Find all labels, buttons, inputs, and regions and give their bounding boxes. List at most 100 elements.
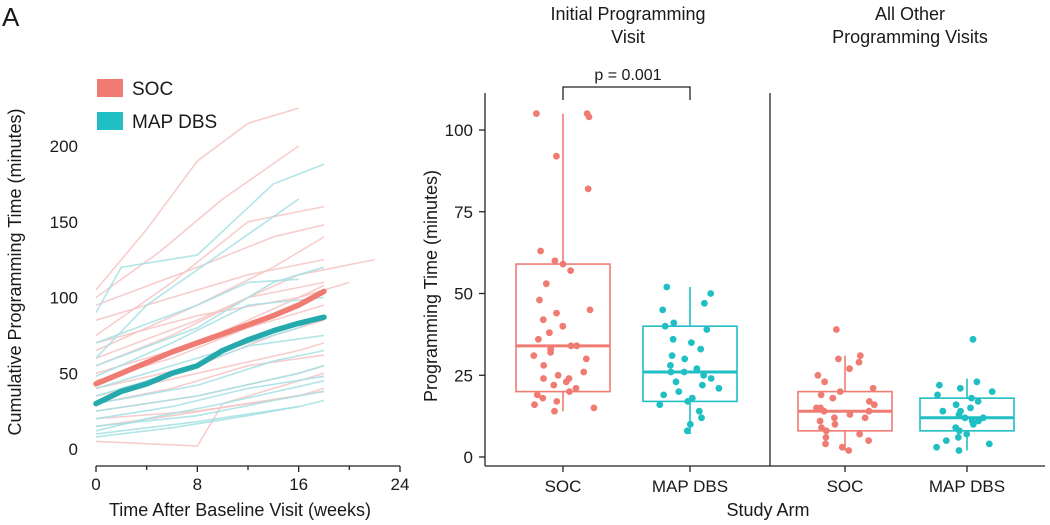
soc-mean-line: [93, 288, 327, 387]
data-point: [553, 309, 560, 317]
data-point: [939, 407, 947, 415]
data-point: [817, 404, 824, 412]
data-point: [975, 417, 982, 425]
panel-label: A: [2, 2, 20, 32]
line-chart-panel: Time After Baseline Visit (weeks) Cumula…: [5, 79, 409, 520]
data-point: [855, 358, 863, 366]
data-point: [845, 447, 853, 454]
legend-swatch-soc: [97, 79, 123, 97]
y-tick-label: 150: [50, 213, 78, 232]
x-tick-label: MAP DBS: [929, 477, 1005, 496]
significance-bracket: p = 0.001: [562, 67, 691, 100]
data-point: [667, 362, 674, 369]
data-point: [584, 185, 592, 193]
data-point: [680, 368, 688, 376]
data-point: [955, 411, 963, 418]
data-point: [846, 411, 854, 418]
data-point: [831, 414, 838, 422]
data-point: [816, 417, 824, 425]
facet-title-initial-line1: Initial Programming: [550, 4, 705, 24]
data-point: [954, 434, 962, 441]
data-point: [542, 280, 550, 288]
data-point: [550, 381, 558, 389]
data-point: [697, 345, 705, 353]
soc-individual-line: [95, 258, 325, 321]
data-point: [530, 352, 538, 359]
data-point: [952, 401, 960, 409]
map-dbs-individual-line: [95, 380, 325, 432]
data-point: [681, 355, 689, 363]
legend-swatch-map-dbs: [97, 112, 123, 130]
y-tick-label: 0: [69, 440, 78, 459]
data-point: [551, 407, 558, 415]
data-point: [967, 404, 974, 412]
x-axis-title: Time After Baseline Visit (weeks): [109, 500, 371, 520]
data-point: [546, 329, 553, 337]
data-point: [936, 381, 943, 389]
data-point: [585, 113, 593, 121]
map-dbs-individual-line: [95, 198, 300, 359]
data-point: [539, 394, 547, 402]
box-iqr: [919, 397, 1015, 432]
data-point: [693, 365, 701, 373]
data-point: [985, 440, 993, 448]
data-point: [817, 391, 825, 399]
data-point: [701, 299, 708, 307]
y-tick-label: 100: [50, 289, 78, 308]
y-tick-label: 200: [50, 137, 78, 156]
data-point: [707, 375, 715, 382]
box-iqr: [642, 325, 738, 403]
data-point: [933, 443, 940, 451]
data-point: [961, 414, 969, 422]
soc-individual-line: [95, 236, 325, 352]
data-point: [869, 384, 877, 392]
data-point: [683, 427, 691, 435]
data-point: [968, 394, 975, 402]
data-point: [822, 434, 830, 441]
data-point: [567, 342, 575, 350]
soc-individual-line: [95, 372, 325, 447]
data-point: [865, 407, 873, 415]
data-point: [969, 420, 977, 428]
data-point: [573, 342, 581, 350]
data-point: [547, 349, 554, 356]
data-point: [566, 388, 573, 395]
data-point: [559, 260, 567, 268]
map-dbs-individual-line: [95, 163, 325, 313]
data-point: [836, 388, 844, 395]
data-point: [572, 384, 580, 392]
data-point: [821, 378, 828, 386]
data-point: [829, 394, 837, 402]
data-point: [942, 437, 950, 444]
map-dbs-individual-line: [95, 278, 299, 344]
data-point: [822, 427, 830, 435]
data-point: [835, 355, 842, 363]
data-point: [567, 267, 574, 274]
soc-individual-line: [95, 224, 325, 306]
x-axis-title: Study Arm: [726, 500, 809, 520]
data-point: [956, 384, 964, 392]
data-point: [565, 375, 573, 382]
x-tick-label: SOC: [545, 477, 582, 496]
data-point: [703, 326, 711, 333]
data-point: [699, 381, 706, 389]
data-point: [974, 398, 982, 405]
data-point: [822, 440, 829, 448]
map-dbs-individual-line: [95, 375, 325, 420]
data-point: [963, 430, 971, 438]
data-point: [539, 316, 547, 324]
facet-title-other-line1: All Other: [875, 4, 945, 24]
data-point: [856, 352, 864, 359]
bracket-line: [562, 86, 691, 100]
legend-label-soc: SOC: [132, 79, 173, 100]
data-point: [553, 152, 560, 160]
data-point: [707, 290, 715, 297]
legend-label-map-dbs: MAP DBS: [132, 112, 217, 133]
data-point: [586, 306, 594, 314]
data-point: [684, 398, 692, 405]
data-point: [540, 362, 548, 369]
y-tick-label: 50: [454, 285, 473, 304]
soc-individual-line: [95, 107, 299, 291]
data-point: [554, 371, 562, 379]
